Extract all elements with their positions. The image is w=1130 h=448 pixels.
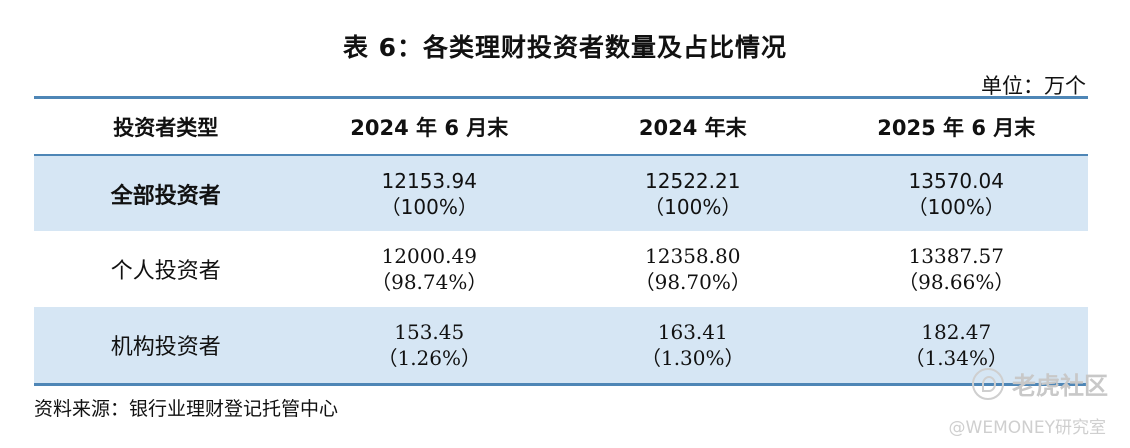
table-cell: 12153.94 （100%） [298,155,562,231]
cell-share: （1.30%） [640,346,745,370]
cell-value: 12358.80 [645,244,741,268]
table-cell: 163.41 （1.30%） [561,307,825,383]
cell-share: （100%） [907,194,1005,219]
table-row-institutional-investors: 机构投资者 153.45 （1.26%） 163.41 （1.30%） 182.… [34,307,1088,383]
cell-share: （1.26%） [377,346,482,370]
watermark: 老虎社区 [972,366,1108,401]
table-title: 表 6：各类理财投资者数量及占比情况 [342,33,788,62]
table-cell: 12522.21 （100%） [561,155,825,231]
row-label: 机构投资者 [110,335,221,360]
cell-share: （100%） [644,194,742,219]
table-cell: 12000.49 （98.74%） [298,231,562,307]
cell-value: 13570.04 [908,168,1004,193]
table-cell: 153.45 （1.26%） [298,307,562,383]
cell-share: （98.70%） [634,270,751,294]
table-cell: 12358.80 （98.70%） [561,231,825,307]
investor-table: 投资者类型 2024 年 6 月末 2024 年末 2025 年 6 月末 全部… [34,99,1088,383]
header-2024-end: 2024 年末 [638,115,747,140]
table-cell: 13387.57 （98.66%） [825,231,1089,307]
cell-value: 12153.94 [381,168,477,193]
watermark-handle: @WEMONEY研究室 [948,418,1106,438]
cell-value: 163.41 [657,320,728,344]
header-2025-jun: 2025 年 6 月末 [877,115,1036,140]
cell-share: （1.34%） [904,346,1009,370]
table-header-row: 投资者类型 2024 年 6 月末 2024 年末 2025 年 6 月末 [34,99,1088,155]
data-source-note: 资料来源：银行业理财登记托管中心 [34,398,339,420]
unit-label: 单位：万个 [981,74,1086,98]
cell-share: （100%） [380,194,478,219]
cell-value: 153.45 [394,320,465,344]
row-label: 个人投资者 [110,259,221,284]
cell-value: 12522.21 [645,168,741,193]
table-cell: 182.47 （1.34%） [825,307,1089,383]
table-row-all-investors: 全部投资者 12153.94 （100%） 12522.21 （100%） 13… [34,155,1088,231]
watermark-brand: 老虎社区 [1012,372,1108,400]
row-label: 全部投资者 [110,183,221,209]
cell-value: 13387.57 [908,244,1004,268]
cell-share: （98.74%） [371,270,488,294]
table-cell: 13570.04 （100%） [825,155,1089,231]
cell-value: 182.47 [921,320,992,344]
header-investor-type: 投资者类型 [113,115,219,140]
cell-share: （98.66%） [898,270,1015,294]
cell-value: 12000.49 [381,244,477,268]
data-table-container: 投资者类型 2024 年 6 月末 2024 年末 2025 年 6 月末 全部… [34,96,1088,386]
header-2024-jun: 2024 年 6 月末 [350,115,509,140]
tiger-logo-icon [972,367,1004,400]
table-row-individual-investors: 个人投资者 12000.49 （98.74%） 12358.80 （98.70%… [34,231,1088,307]
